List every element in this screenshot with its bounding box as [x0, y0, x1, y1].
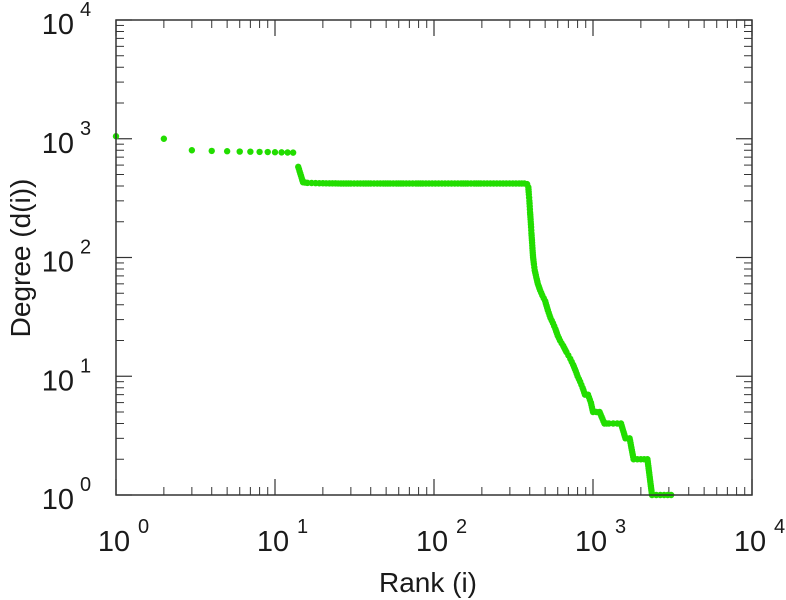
x-tick-label: 10: [575, 526, 607, 558]
y-tick-exponent: 4: [80, 0, 91, 21]
data-point: [160, 135, 168, 142]
x-tick-exponent: 1: [297, 516, 308, 538]
y-tick-label: 10: [42, 9, 74, 41]
plot-frame: [115, 19, 753, 496]
x-tick-label: 10: [734, 526, 766, 558]
x-tick-label: 10: [416, 526, 448, 558]
y-tick-exponent: 0: [80, 474, 91, 496]
data-point: [223, 148, 231, 155]
data-point: [271, 149, 279, 156]
data-point: [188, 147, 196, 154]
data-point: [289, 149, 297, 156]
y-tick-exponent: 2: [80, 237, 91, 259]
data-point: [278, 149, 285, 156]
y-tick-labels: 10 0 10 1 10 2 10 3 10 4: [42, 0, 91, 516]
x-axis-label: Rank (i): [379, 567, 477, 598]
x-tick-label: 10: [257, 526, 289, 558]
y-tick-label: 10: [42, 247, 74, 279]
y-tick-label: 10: [42, 484, 74, 516]
data-point: [236, 148, 243, 155]
minor-ticks: [116, 20, 752, 495]
data-points: [112, 133, 675, 499]
y-axis-label: Degree (d(i)): [5, 179, 36, 338]
data-point: [264, 148, 271, 156]
y-tick-exponent: 3: [80, 118, 91, 140]
major-ticks: [115, 19, 753, 496]
x-tick-label: 10: [98, 526, 130, 558]
data-point: [208, 147, 215, 155]
x-tick-labels: 10 0 10 1 10 2 10 3 10 4: [98, 516, 785, 558]
x-tick-exponent: 2: [456, 516, 467, 538]
x-tick-exponent: 3: [615, 516, 626, 538]
y-tick-label: 10: [42, 128, 74, 160]
data-point: [247, 148, 254, 155]
y-tick-label: 10: [42, 365, 74, 397]
data-point: [256, 148, 263, 156]
y-tick-exponent: 1: [80, 355, 91, 377]
data-point: [284, 149, 291, 156]
x-tick-exponent: 0: [138, 516, 149, 538]
x-tick-exponent: 4: [774, 516, 785, 538]
